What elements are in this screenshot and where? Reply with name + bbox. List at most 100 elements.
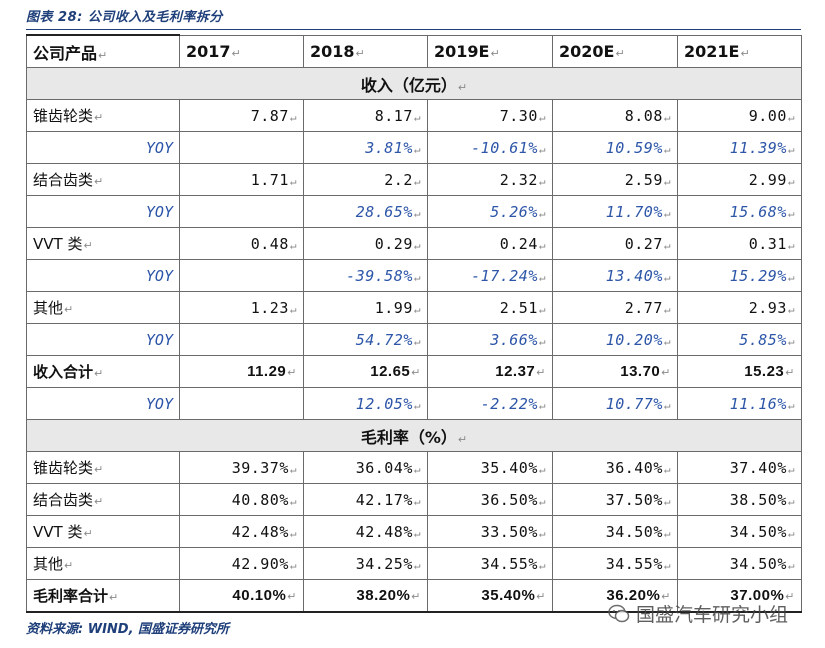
value-cell: 11.29↵ (179, 355, 304, 388)
value-cell-text: 39.37% (231, 458, 289, 477)
return-mark-icon: ↵ (289, 494, 297, 508)
return-mark-icon: ↵ (538, 334, 546, 348)
return-mark-icon: ↵ (413, 302, 421, 316)
margin-section-header-cell-text: 毛利率（%） (360, 427, 457, 447)
return-mark-icon: ↵ (538, 302, 546, 316)
return-mark-icon: ↵ (787, 302, 795, 316)
row-label: YOY (26, 323, 180, 356)
table-row: 锥齿轮类↵ 39.37%↵ 36.04%↵ 35.40%↵ 36.40%↵ 37.40%↵ (26, 451, 802, 484)
value-cell: 42.17%↵ (303, 483, 428, 516)
value-cell: 40.80%↵ (179, 483, 304, 516)
value-cell-text: 1.23 (250, 298, 289, 317)
row-label: 其他↵ (26, 547, 180, 580)
value-cell: 2.2↵ (303, 163, 428, 196)
table-row: 其他↵ 42.90%↵ 34.25%↵ 34.55%↵ 34.55%↵ 34.50%↵ (26, 547, 802, 580)
value-cell-text: 35.40% (480, 458, 538, 477)
return-mark-icon: ↵ (785, 591, 795, 603)
value-cell: 7.30↵ (427, 99, 553, 132)
header-cell-text: 2017 (186, 41, 231, 61)
return-mark-icon: ↵ (287, 591, 297, 603)
value-cell-text: 37.40% (729, 458, 787, 477)
row-label: 毛利率合计↵ (26, 579, 180, 613)
yoy-row: YOY -39.58%↵ -17.24%↵ 13.40%↵ 15.29%↵ (26, 259, 802, 292)
value-cell-text: 11.39% (729, 138, 787, 157)
row-label-text: VVT 类 (33, 235, 83, 253)
value-cell-text: 15.68% (729, 202, 787, 221)
value-cell: 37.00%↵ (677, 579, 802, 613)
value-cell (179, 387, 304, 420)
value-cell: 35.40%↵ (427, 451, 553, 484)
return-mark-icon: ↵ (289, 558, 297, 572)
return-mark-icon: ↵ (663, 526, 671, 540)
return-mark-icon: ↵ (289, 238, 297, 252)
value-cell-text: 15.23 (744, 363, 785, 380)
row-label-text: 其他 (33, 555, 64, 573)
value-cell: 36.04%↵ (303, 451, 428, 484)
yoy-row: YOY 28.65%↵ 5.26%↵ 11.70%↵ 15.68%↵ (26, 195, 802, 228)
value-cell: 5.26%↵ (427, 195, 553, 228)
row-label-text: 结合齿类 (33, 491, 94, 509)
header-cell: 2020E↵ (552, 34, 678, 68)
return-mark-icon: ↵ (413, 558, 421, 572)
header-cell-text: 2018 (310, 41, 355, 61)
return-mark-icon: ↵ (457, 80, 468, 94)
revenue-section-header: 收入（亿元）↵ (26, 67, 802, 100)
value-cell-text: 0.27 (624, 234, 663, 253)
value-cell-text: 38.20% (356, 587, 411, 604)
value-cell: 42.48%↵ (179, 515, 304, 548)
value-cell: 34.25%↵ (303, 547, 428, 580)
value-cell-text: 12.05% (355, 394, 413, 413)
value-cell-text: 37.50% (605, 490, 663, 509)
row-label-text: 其他 (33, 299, 64, 317)
value-cell: 2.59↵ (552, 163, 678, 196)
value-cell-text: 9.00 (748, 106, 787, 125)
value-cell: 37.50%↵ (552, 483, 678, 516)
value-cell: 1.23↵ (179, 291, 304, 324)
value-cell: 15.29%↵ (677, 259, 802, 292)
value-cell: 11.39%↵ (677, 131, 802, 164)
return-mark-icon: ↵ (538, 462, 546, 476)
value-cell: 34.50%↵ (552, 515, 678, 548)
return-mark-icon: ↵ (538, 174, 546, 188)
row-label: YOY (26, 259, 180, 292)
return-mark-icon: ↵ (413, 526, 421, 540)
value-cell (179, 323, 304, 356)
value-cell-text: 10.59% (605, 138, 663, 157)
value-cell-text: 7.30 (499, 106, 538, 125)
value-cell: 2.99↵ (677, 163, 802, 196)
value-cell (179, 259, 304, 292)
value-cell-text: 35.40% (481, 587, 536, 604)
table-row: 其他↵ 1.23↵ 1.99↵ 2.51↵ 2.77↵ 2.93↵ (26, 291, 802, 324)
return-mark-icon: ↵ (287, 367, 297, 379)
value-cell: 12.05%↵ (303, 387, 428, 420)
return-mark-icon: ↵ (787, 558, 795, 572)
value-cell-text: 2.59 (624, 170, 663, 189)
return-mark-icon: ↵ (538, 206, 546, 220)
table-body: 公司产品↵ 2017↵ 2018↵ 2019E↵ 2020E↵ 2021E↵ 收入（亿元）↵… (26, 34, 802, 613)
return-mark-icon: ↵ (538, 270, 546, 284)
value-cell: -17.24%↵ (427, 259, 553, 292)
value-cell: 35.40%↵ (427, 579, 553, 613)
row-label-text: YOY (145, 394, 173, 413)
header-row: 公司产品↵ 2017↵ 2018↵ 2019E↵ 2020E↵ 2021E↵ (26, 34, 802, 68)
return-mark-icon: ↵ (289, 174, 297, 188)
return-mark-icon: ↵ (536, 591, 546, 603)
return-mark-icon: ↵ (787, 270, 795, 284)
value-cell: 38.20%↵ (303, 579, 428, 613)
return-mark-icon: ↵ (538, 110, 546, 124)
value-cell: 2.93↵ (677, 291, 802, 324)
value-cell: 42.48%↵ (303, 515, 428, 548)
revenue-section-header-cell-text: 收入（亿元） (360, 75, 457, 95)
header-cell: 2019E↵ (427, 34, 553, 68)
return-mark-icon: ↵ (663, 206, 671, 220)
return-mark-icon: ↵ (615, 46, 625, 60)
row-label-text: 锥齿轮类 (33, 459, 94, 477)
table-row: 锥齿轮类↵ 7.87↵ 8.17↵ 7.30↵ 8.08↵ 9.00↵ (26, 99, 802, 132)
return-mark-icon: ↵ (663, 270, 671, 284)
value-cell-text: -17.24% (471, 266, 538, 285)
return-mark-icon: ↵ (413, 238, 421, 252)
value-cell-text: 12.37 (495, 363, 536, 380)
header-cell-text: 2021E (684, 41, 740, 61)
value-cell-text: 3.66% (490, 330, 538, 349)
return-mark-icon: ↵ (355, 46, 365, 60)
